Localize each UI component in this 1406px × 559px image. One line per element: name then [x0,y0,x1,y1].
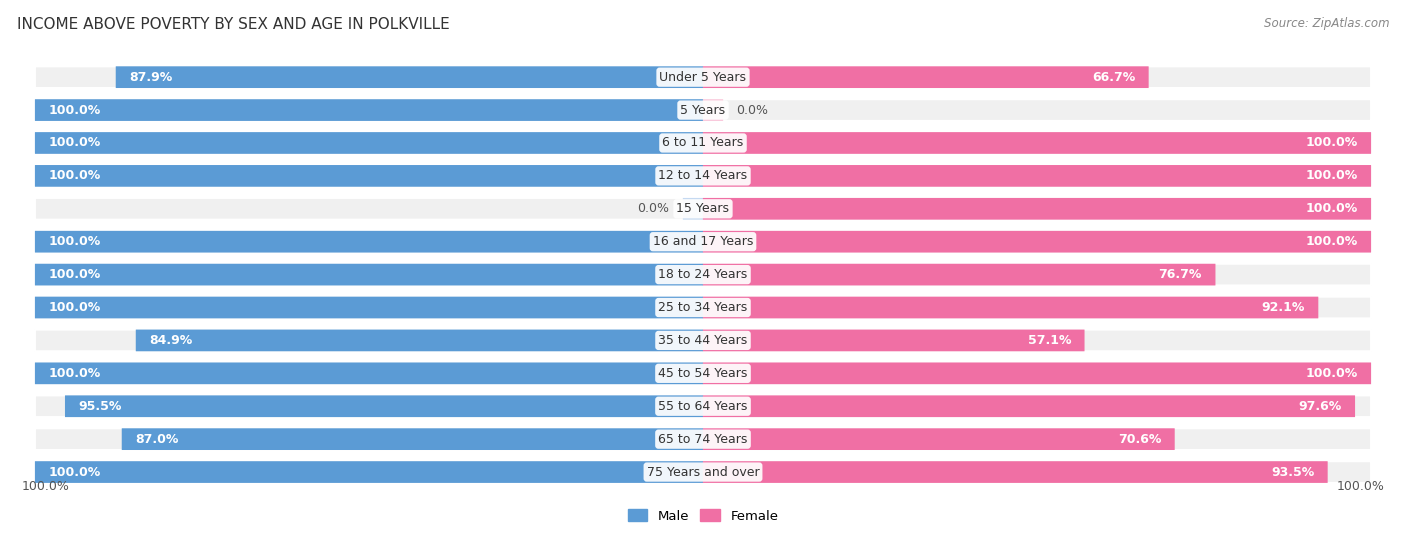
FancyBboxPatch shape [35,264,703,286]
FancyBboxPatch shape [703,67,1371,88]
Text: 100.0%: 100.0% [1305,235,1358,248]
Text: 100.0%: 100.0% [48,367,101,380]
Text: 100.0%: 100.0% [48,268,101,281]
Text: 0.0%: 0.0% [637,202,669,215]
Text: INCOME ABOVE POVERTY BY SEX AND AGE IN POLKVILLE: INCOME ABOVE POVERTY BY SEX AND AGE IN P… [17,17,450,32]
FancyBboxPatch shape [35,264,703,286]
FancyBboxPatch shape [703,297,1319,319]
FancyBboxPatch shape [35,330,703,351]
FancyBboxPatch shape [35,461,703,483]
FancyBboxPatch shape [703,99,1371,121]
FancyBboxPatch shape [703,132,1371,154]
Text: Under 5 Years: Under 5 Years [659,70,747,84]
Text: 35 to 44 Years: 35 to 44 Years [658,334,748,347]
Text: 70.6%: 70.6% [1118,433,1161,446]
Text: 100.0%: 100.0% [1305,367,1358,380]
FancyBboxPatch shape [35,297,703,319]
FancyBboxPatch shape [703,67,1149,88]
Text: 45 to 54 Years: 45 to 54 Years [658,367,748,380]
FancyBboxPatch shape [115,67,703,88]
Text: 100.0%: 100.0% [48,301,101,314]
FancyBboxPatch shape [703,362,1371,384]
Text: 100.0%: 100.0% [21,480,69,494]
Text: 95.5%: 95.5% [79,400,122,413]
FancyBboxPatch shape [703,165,1371,187]
FancyBboxPatch shape [703,198,1371,220]
Text: 87.9%: 87.9% [129,70,173,84]
FancyBboxPatch shape [703,362,1371,384]
Text: 18 to 24 Years: 18 to 24 Years [658,268,748,281]
FancyBboxPatch shape [35,165,703,187]
Text: 5 Years: 5 Years [681,103,725,117]
FancyBboxPatch shape [35,99,703,121]
Text: 84.9%: 84.9% [149,334,193,347]
FancyBboxPatch shape [35,198,703,220]
FancyBboxPatch shape [703,264,1371,286]
Text: 55 to 64 Years: 55 to 64 Years [658,400,748,413]
FancyBboxPatch shape [703,330,1084,351]
Text: 57.1%: 57.1% [1028,334,1071,347]
FancyBboxPatch shape [703,264,1215,286]
FancyBboxPatch shape [703,330,1371,351]
FancyBboxPatch shape [703,428,1371,450]
Text: 87.0%: 87.0% [135,433,179,446]
FancyBboxPatch shape [703,198,1371,220]
Text: 100.0%: 100.0% [1337,480,1385,494]
Text: 15 Years: 15 Years [676,202,730,215]
Text: 100.0%: 100.0% [1305,169,1358,182]
FancyBboxPatch shape [35,165,703,187]
FancyBboxPatch shape [122,428,703,450]
FancyBboxPatch shape [35,428,703,450]
FancyBboxPatch shape [703,461,1327,483]
FancyBboxPatch shape [703,395,1355,417]
Text: 65 to 74 Years: 65 to 74 Years [658,433,748,446]
FancyBboxPatch shape [703,231,1371,253]
FancyBboxPatch shape [35,67,703,88]
FancyBboxPatch shape [703,395,1371,417]
Text: 16 and 17 Years: 16 and 17 Years [652,235,754,248]
Text: 100.0%: 100.0% [48,103,101,117]
FancyBboxPatch shape [703,99,723,121]
FancyBboxPatch shape [65,395,703,417]
FancyBboxPatch shape [703,297,1371,319]
Text: 100.0%: 100.0% [48,466,101,479]
Text: 100.0%: 100.0% [1305,136,1358,149]
FancyBboxPatch shape [35,461,703,483]
Text: 97.6%: 97.6% [1298,400,1341,413]
FancyBboxPatch shape [703,461,1371,483]
FancyBboxPatch shape [35,231,703,253]
Text: 100.0%: 100.0% [48,136,101,149]
Text: 93.5%: 93.5% [1271,466,1315,479]
Text: 6 to 11 Years: 6 to 11 Years [662,136,744,149]
FancyBboxPatch shape [35,297,703,319]
Text: Source: ZipAtlas.com: Source: ZipAtlas.com [1264,17,1389,30]
Text: 25 to 34 Years: 25 to 34 Years [658,301,748,314]
FancyBboxPatch shape [683,198,703,220]
FancyBboxPatch shape [136,330,703,351]
FancyBboxPatch shape [35,395,703,417]
Text: 0.0%: 0.0% [737,103,769,117]
FancyBboxPatch shape [35,362,703,384]
Text: 92.1%: 92.1% [1261,301,1305,314]
Text: 100.0%: 100.0% [1305,202,1358,215]
Legend: Male, Female: Male, Female [623,504,783,528]
Text: 66.7%: 66.7% [1092,70,1135,84]
FancyBboxPatch shape [35,132,703,154]
FancyBboxPatch shape [703,165,1371,187]
Text: 76.7%: 76.7% [1159,268,1202,281]
FancyBboxPatch shape [703,132,1371,154]
FancyBboxPatch shape [703,428,1175,450]
FancyBboxPatch shape [35,99,703,121]
FancyBboxPatch shape [35,231,703,253]
Text: 100.0%: 100.0% [48,235,101,248]
FancyBboxPatch shape [703,231,1371,253]
FancyBboxPatch shape [35,362,703,384]
Text: 12 to 14 Years: 12 to 14 Years [658,169,748,182]
Text: 75 Years and over: 75 Years and over [647,466,759,479]
Text: 100.0%: 100.0% [48,169,101,182]
FancyBboxPatch shape [35,132,703,154]
